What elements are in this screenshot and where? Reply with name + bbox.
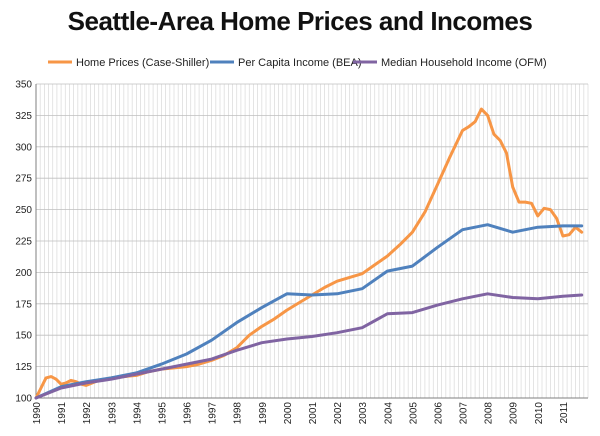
legend-label: Median Household Income (OFM) bbox=[381, 57, 547, 69]
axes bbox=[35, 84, 588, 399]
x-tick-label: 1995 bbox=[157, 402, 168, 425]
y-tick-label: 125 bbox=[15, 362, 32, 373]
series-lines bbox=[34, 107, 584, 400]
series-line-0 bbox=[34, 107, 584, 400]
x-tick-label: 2005 bbox=[408, 402, 419, 425]
x-tick-label: 1992 bbox=[82, 402, 93, 425]
y-tick-labels: 100 125 150 175 200 225 250 275 300 325 350 bbox=[15, 80, 32, 405]
x-tick-label: 2009 bbox=[509, 402, 520, 425]
y-tick-label: 175 bbox=[15, 299, 32, 310]
y-tick-label: 225 bbox=[15, 237, 32, 248]
legend-label: Home Prices (Case-Shiller) bbox=[76, 57, 209, 69]
chart-legend: Home Prices (Case-Shiller) Per Capita Inc… bbox=[48, 57, 547, 69]
x-tick-label: 1993 bbox=[107, 402, 118, 425]
grid-lines bbox=[35, 83, 589, 399]
x-tick-label: 1991 bbox=[57, 402, 68, 425]
y-tick-label: 350 bbox=[15, 80, 32, 91]
series-line-2 bbox=[34, 292, 584, 400]
legend-label: Per Capita Income (BEA) bbox=[238, 57, 362, 69]
chart-title: Seattle-Area Home Prices and Incomes bbox=[67, 6, 533, 36]
x-tick-label: 2003 bbox=[358, 402, 369, 425]
x-tick-label: 1996 bbox=[183, 402, 194, 425]
x-tick-label: 1998 bbox=[233, 402, 244, 425]
x-tick-label: 2006 bbox=[433, 402, 444, 425]
x-tick-label: 1990 bbox=[32, 402, 43, 425]
x-tick-label: 2007 bbox=[459, 402, 470, 425]
y-tick-label: 300 bbox=[15, 142, 32, 153]
x-tick-label: 2002 bbox=[333, 402, 344, 425]
x-tick-label: 2001 bbox=[308, 402, 319, 425]
x-tick-label: 2004 bbox=[383, 402, 394, 425]
x-tick-label: 1997 bbox=[208, 402, 219, 425]
y-tick-label: 100 bbox=[15, 394, 32, 405]
y-tick-label: 275 bbox=[15, 174, 32, 185]
x-tick-label: 1994 bbox=[132, 402, 143, 425]
x-tick-label: 2008 bbox=[484, 402, 495, 425]
x-tick-label: 2000 bbox=[283, 402, 294, 425]
x-tick-label: 2010 bbox=[534, 402, 545, 425]
x-tick-labels: 1990 1991 1992 1993 1994 1995 1996 1997 1998 1999… bbox=[32, 402, 570, 425]
y-tick-label: 250 bbox=[15, 205, 32, 216]
y-tick-label: 325 bbox=[15, 111, 32, 122]
y-tick-label: 150 bbox=[15, 331, 32, 342]
x-tick-label: 2011 bbox=[559, 402, 570, 424]
x-tick-label: 1999 bbox=[258, 402, 269, 425]
y-tick-label: 200 bbox=[15, 268, 32, 279]
